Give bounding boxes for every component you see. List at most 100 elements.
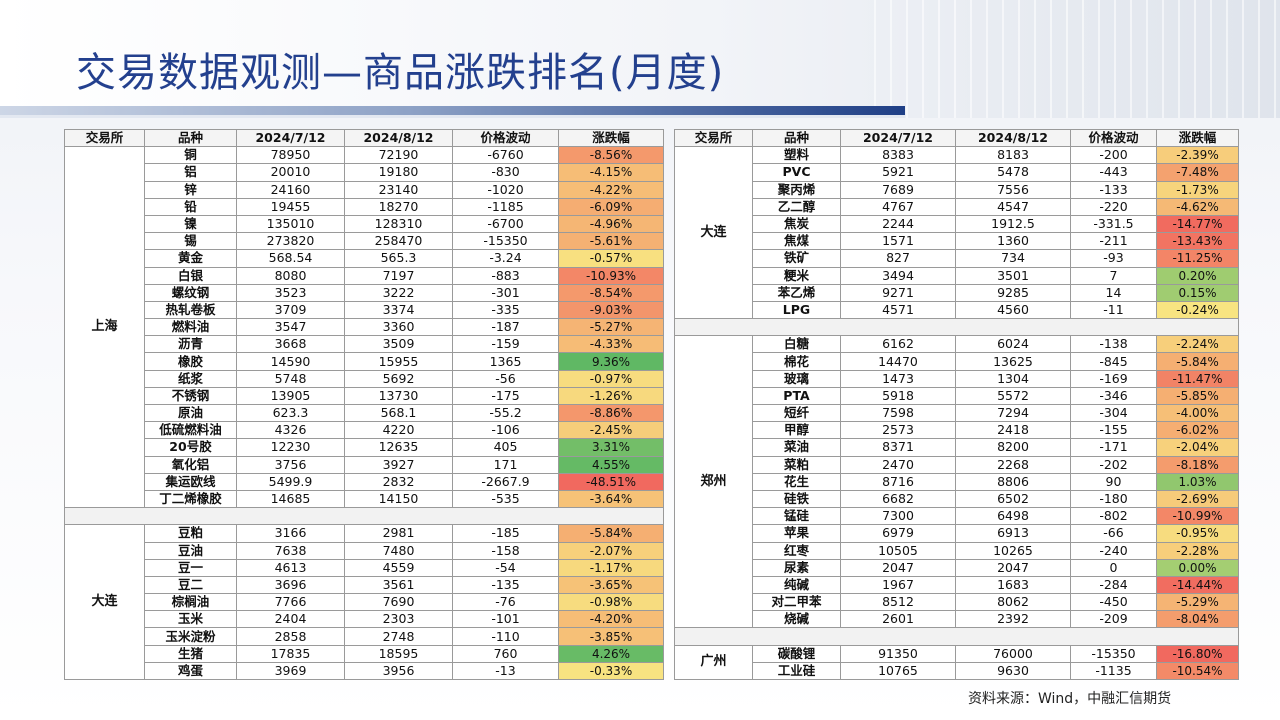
variety-cell: 焦煤 <box>752 232 841 251</box>
price-aug12-cell: 4559 <box>344 558 453 577</box>
price-aug12-cell: 3360 <box>344 318 453 337</box>
price-aug12-cell: 15955 <box>344 352 453 371</box>
price-change-cell: -6700 <box>452 214 559 234</box>
change-pct-cell: -2.39% <box>1156 146 1239 165</box>
price-jul12-cell: 827 <box>840 249 956 268</box>
change-pct-cell: -4.96% <box>558 214 664 234</box>
change-pct-cell: -1.26% <box>558 386 664 406</box>
price-jul12-cell: 9271 <box>840 283 956 302</box>
price-aug12-cell: 3561 <box>344 575 453 595</box>
price-change-cell: -187 <box>452 318 559 337</box>
table-row: 锡 273820 258470 -15350 -5.61% <box>65 232 664 251</box>
price-jul12-cell: 7300 <box>840 507 956 526</box>
change-pct-cell: -4.20% <box>558 610 664 629</box>
change-pct-cell: 4.26% <box>558 644 664 663</box>
price-jul12-cell: 5748 <box>236 369 345 388</box>
header-price-jul12: 2024/7/12 <box>236 128 345 148</box>
price-aug12-cell: 5478 <box>955 163 1071 182</box>
price-jul12-cell: 3969 <box>236 661 345 681</box>
change-pct-cell: -13.43% <box>1156 232 1239 251</box>
price-jul12-cell: 4326 <box>236 421 345 440</box>
table-row: 上海铜 78950 72190 -6760 -8.56% <box>64 146 664 509</box>
price-change-cell: -11 <box>1070 300 1157 320</box>
variety-cell: 螺纹钢 <box>144 283 237 302</box>
table-row: 豆二 3696 3561 -135 -3.65% <box>65 575 664 595</box>
table-row: 大连 塑料 8383 8183 -200 -2.39% <box>674 146 1239 320</box>
price-jul12-cell: 4571 <box>840 300 956 320</box>
change-pct-cell: 9.36% <box>558 352 664 371</box>
table-row: 黄金 568.54 565.3 -3.24 -0.57% <box>65 249 664 268</box>
change-pct-cell: -6.02% <box>1156 421 1239 440</box>
variety-cell: 铝 <box>144 163 237 182</box>
price-aug12-cell: 1304 <box>955 369 1071 388</box>
price-change-cell: -209 <box>1070 610 1157 629</box>
price-aug12-cell: 8183 <box>955 146 1071 165</box>
table-row: 对二甲苯 8512 8062 -450 -5.29% <box>675 593 1239 612</box>
table-row: 焦炭 2244 1912.5 -331.5 -14.77% <box>675 214 1239 234</box>
variety-cell: 不锈钢 <box>144 386 237 406</box>
price-jul12-cell: 3696 <box>236 575 345 595</box>
change-pct-cell: -4.62% <box>1156 197 1239 216</box>
variety-cell: 塑料 <box>752 146 841 165</box>
price-aug12-cell: 3956 <box>344 661 453 681</box>
price-aug12-cell: 3222 <box>344 283 453 302</box>
price-jul12-cell: 8716 <box>840 472 956 491</box>
variety-cell: 鸡蛋 <box>144 661 237 681</box>
variety-cell: 豆油 <box>144 541 237 560</box>
variety-cell: 铁矿 <box>752 249 841 268</box>
price-jul12-cell: 1967 <box>840 575 956 595</box>
variety-cell: 集运欧线 <box>144 472 237 491</box>
separator-cell <box>674 318 1239 337</box>
table-row: 低硫燃料油 4326 4220 -106 -2.45% <box>65 421 664 440</box>
price-change-cell: -54 <box>452 558 559 577</box>
price-change-cell: 7 <box>1070 266 1157 285</box>
variety-cell: 20号胶 <box>144 438 237 457</box>
variety-cell: 花生 <box>752 472 841 491</box>
change-pct-cell: -8.54% <box>558 283 664 302</box>
change-pct-cell: -5.84% <box>558 524 664 543</box>
change-pct-cell: -6.09% <box>558 197 664 216</box>
table-row: 棕榈油 7766 7690 -76 -0.98% <box>65 593 664 612</box>
variety-cell: 镍 <box>144 214 237 234</box>
variety-cell: 硅铁 <box>752 489 841 509</box>
variety-cell: 玉米 <box>144 610 237 629</box>
price-jul12-cell: 273820 <box>236 232 345 251</box>
price-jul12-cell: 7598 <box>840 403 956 423</box>
group-separator <box>674 627 1239 646</box>
price-aug12-cell: 6913 <box>955 524 1071 543</box>
change-pct-cell: -4.15% <box>558 163 664 182</box>
table-row: LPG 4571 4560 -11 -0.24% <box>675 300 1239 320</box>
exchange-cell: 广州 <box>674 644 753 681</box>
price-jul12-cell: 3756 <box>236 455 345 474</box>
price-aug12-cell: 8200 <box>955 438 1071 457</box>
change-pct-cell: -8.86% <box>558 403 664 423</box>
price-aug12-cell: 7480 <box>344 541 453 560</box>
price-aug12-cell: 12635 <box>344 438 453 457</box>
change-pct-cell: -1.17% <box>558 558 664 577</box>
price-aug12-cell: 2832 <box>344 472 453 491</box>
price-change-cell: -15350 <box>1070 644 1157 663</box>
table-row: 氧化铝 3756 3927 171 4.55% <box>65 455 664 474</box>
change-pct-cell: 0.00% <box>1156 558 1239 577</box>
change-pct-cell: -2.04% <box>1156 438 1239 457</box>
price-change-cell: 760 <box>452 644 559 663</box>
price-jul12-cell: 2047 <box>840 558 956 577</box>
variety-cell: 豆二 <box>144 575 237 595</box>
price-aug12-cell: 3509 <box>344 335 453 354</box>
price-change-cell: 0 <box>1070 558 1157 577</box>
price-change-cell: -1185 <box>452 197 559 216</box>
price-change-cell: -304 <box>1070 403 1157 423</box>
price-aug12-cell: 1912.5 <box>955 214 1071 234</box>
variety-cell: 甲醇 <box>752 421 841 440</box>
price-aug12-cell: 9630 <box>955 661 1071 681</box>
price-change-cell: -2667.9 <box>452 472 559 491</box>
variety-cell: 锰硅 <box>752 507 841 526</box>
variety-cell: 烧碱 <box>752 610 841 629</box>
change-pct-cell: 0.20% <box>1156 266 1239 285</box>
right-table-header: 交易所 品种 2024/7/12 2024/8/12 价格波动 涨跌幅 <box>674 128 1239 148</box>
change-pct-cell: -3.65% <box>558 575 664 595</box>
variety-cell: 菜油 <box>752 438 841 457</box>
header-decoration <box>860 0 1280 118</box>
change-pct-cell: -2.24% <box>1156 335 1239 354</box>
page-title: 交易数据观测—商品涨跌排名(月度) <box>76 50 725 96</box>
